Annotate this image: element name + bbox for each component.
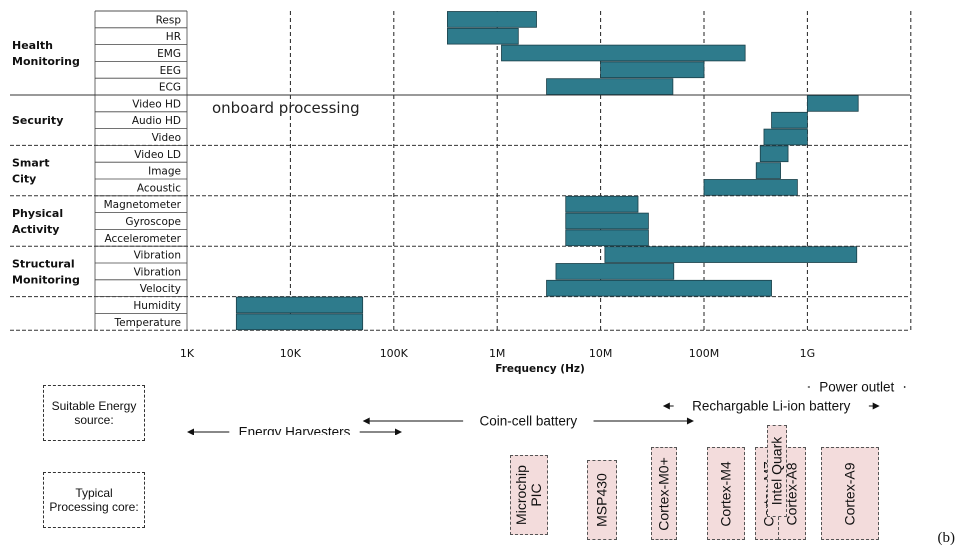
range-bar (604, 246, 858, 263)
row-label: ECG (159, 82, 181, 94)
onboard-processing-annotation: onboard processing (212, 99, 360, 117)
row-label: Video LD (134, 149, 181, 161)
group-label: Structural Monitoring (12, 257, 80, 286)
bars (235, 11, 859, 331)
range-label: Rechargable Li-ion battery (692, 399, 851, 414)
core-name: Cortex-A9 (841, 461, 858, 526)
range-bar (763, 128, 808, 146)
core-box: Cortex-M0+ (650, 447, 677, 540)
range-label: Power outlet (819, 380, 894, 395)
range-label-bg (673, 397, 869, 413)
arrow-left-icon (187, 428, 194, 435)
range-bar (771, 111, 808, 129)
row-label: Resp (156, 14, 182, 26)
range-bar (565, 195, 639, 213)
row-label: EEG (160, 65, 181, 77)
x-tick-label: 10M (589, 347, 613, 360)
row-label: Acoustic (137, 182, 181, 194)
range-label: Energy Harvesters (239, 425, 351, 436)
range-bar (546, 279, 772, 297)
group-label: Physical Activity (12, 207, 63, 236)
range-bar (565, 229, 649, 247)
row-label: Image (148, 166, 181, 178)
frequency-range-chart: 1K 10K 100K 1M 10M 100M 1G Resp HR EMG EEG ECG Healt… (10, 10, 912, 375)
energy-source-ranges: Energy Harvesters Coin-cell battery Rechar… (187, 378, 907, 435)
core-name: Cortex-M4 (717, 460, 734, 527)
energy-range: Energy Harvesters (187, 423, 402, 435)
range-label-bg (463, 412, 594, 428)
group-label: Health Monitoring (12, 39, 80, 68)
core-name: MSP430 (593, 473, 610, 527)
figure-tag: (b) (937, 530, 956, 546)
range-bar (807, 95, 859, 112)
core-box: MSP430 (586, 460, 617, 540)
range-bar (447, 11, 537, 28)
core-box: Microchip PIC (510, 455, 549, 535)
core-name: Cortex-M0+ (655, 456, 672, 531)
energy-range: Power outlet (807, 378, 907, 395)
x-tick-label: 100M (689, 347, 720, 360)
range-label: Coin-cell battery (480, 414, 578, 429)
energy-source-label: Suitable Energy source: (43, 385, 145, 441)
row-label: Audio HD (132, 115, 181, 127)
group-label: Security (12, 114, 63, 127)
range-bar (447, 27, 519, 45)
x-tick-label: 1K (180, 347, 195, 360)
core-name: Microchip PIC (513, 465, 545, 525)
group-label: Smart City (12, 157, 50, 186)
range-bar (759, 145, 789, 163)
x-tick-label: 10K (280, 347, 302, 360)
range-bar (555, 263, 675, 280)
core-box: Cortex-A9 (820, 447, 879, 540)
row-label: Gyroscope (125, 216, 181, 228)
row-label: Velocity (140, 283, 181, 295)
row-label: Humidity (133, 300, 181, 312)
arrow-right-icon (394, 428, 402, 435)
arrow-left-icon (662, 402, 670, 410)
range-bar (546, 78, 674, 95)
grid (10, 10, 912, 331)
energy-range: Rechargable Li-ion battery (662, 397, 880, 414)
core-box: Intel Quark (767, 425, 788, 517)
row-label: HR (166, 31, 181, 43)
row-label: Accelerometer (105, 233, 182, 245)
row-label: Magnetometer (104, 199, 182, 211)
row-label: Temperature (113, 317, 181, 329)
row-label: Video (152, 132, 181, 144)
range-bar (235, 313, 364, 331)
range-bar (600, 61, 705, 79)
x-tick-label: 1M (489, 347, 506, 360)
x-tick-label: 100K (380, 347, 409, 360)
arrow-left-icon (362, 417, 370, 425)
x-axis-title: Frequency (Hz) (495, 363, 585, 375)
row-label: EMG (157, 48, 181, 60)
range-label-bg (229, 423, 360, 435)
labels: 1K 10K 100K 1M 10M 100M 1G Resp HR EMG EEG ECG Healt… (12, 14, 815, 360)
arrow-right-icon (686, 417, 694, 425)
x-tick-label: 1G (800, 347, 816, 360)
row-label: Vibration (134, 266, 181, 278)
energy-range: Coin-cell battery (362, 412, 694, 429)
range-bar (755, 162, 781, 179)
range-label-bg (809, 378, 904, 394)
core-name: Intel Quark (768, 436, 785, 506)
range-bar (565, 212, 649, 230)
core-box: Cortex-M4 (707, 447, 746, 540)
processing-core-label: Typical Processing core: (43, 472, 145, 528)
range-bar (235, 296, 364, 314)
row-label: Video HD (132, 98, 181, 110)
range-bar (501, 44, 746, 62)
arrow-right-icon (872, 402, 880, 410)
row-label: Vibration (134, 250, 181, 262)
range-bar (703, 179, 798, 196)
